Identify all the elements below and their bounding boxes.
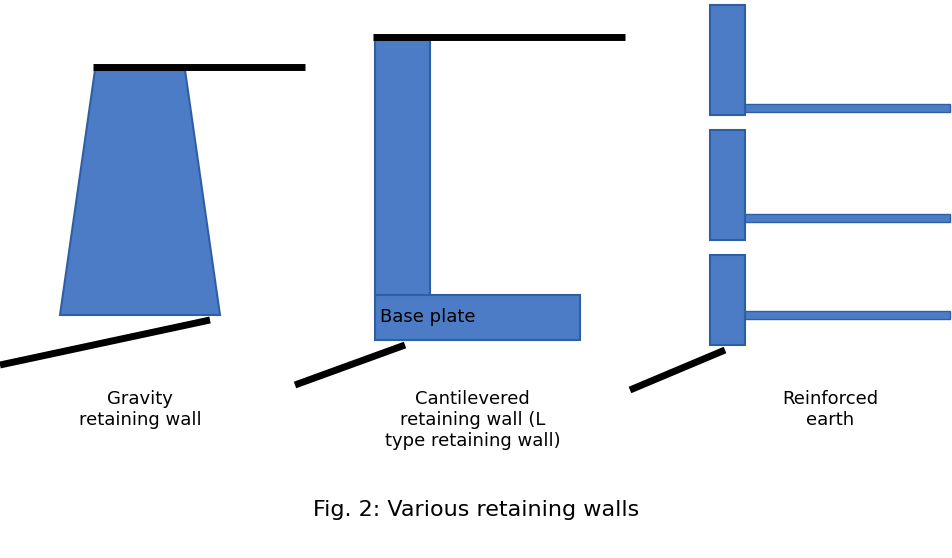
Bar [744, 214, 949, 222]
Text: Cantilevered
retaining wall (L
type retaining wall): Cantilevered retaining wall (L type reta… [385, 390, 560, 450]
Text: Gravity
retaining wall: Gravity retaining wall [79, 390, 201, 429]
Bar [744, 311, 949, 319]
Bar [374, 295, 580, 340]
Bar [709, 130, 744, 240]
Bar [709, 255, 744, 345]
Bar [744, 104, 949, 112]
Bar [709, 5, 744, 115]
Polygon shape [60, 70, 220, 315]
Text: Reinforced
earth: Reinforced earth [782, 390, 877, 429]
Text: Base plate: Base plate [380, 309, 475, 326]
Text: Fig. 2: Various retaining walls: Fig. 2: Various retaining walls [313, 500, 639, 520]
Bar [374, 40, 429, 295]
